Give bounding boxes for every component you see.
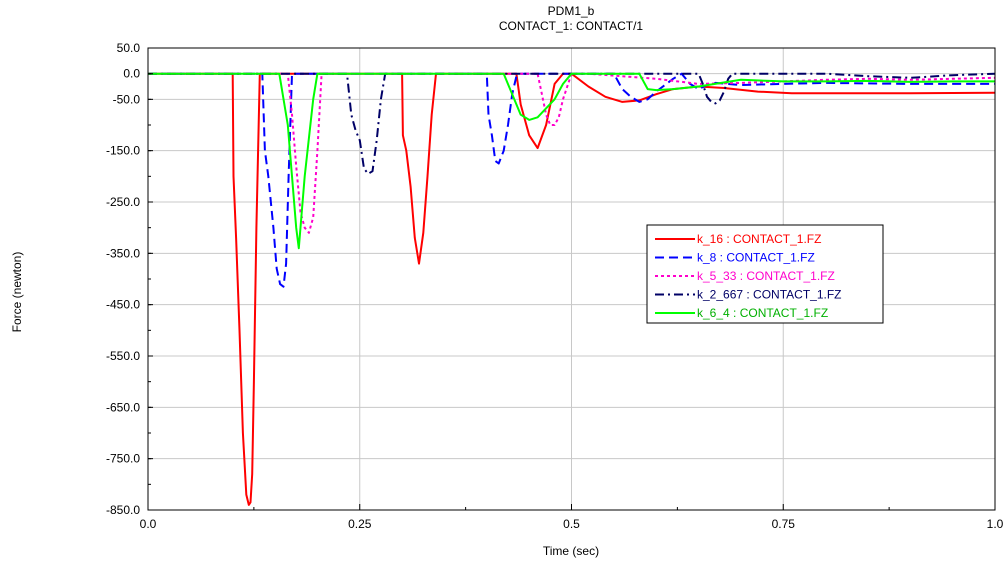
axes: 50.0 0.0 -50.0 -150.0 -250.0 -350.0 -450.0 -550… xyxy=(106,41,1004,531)
y-tick-label: -350.0 xyxy=(106,246,140,260)
y-tick-label: -50.0 xyxy=(113,92,141,106)
y-tick-label: -750.0 xyxy=(106,452,140,466)
legend-label: k_2_667 : CONTACT_1.FZ xyxy=(697,288,842,302)
y-tick-label: -250.0 xyxy=(106,195,140,209)
chart-title: PDM1_b xyxy=(548,4,595,18)
y-tick-label: 0.0 xyxy=(123,67,140,81)
series-line-3 xyxy=(148,72,996,175)
y-tick-label: -450.0 xyxy=(106,298,140,312)
legend-label: k_6_4 : CONTACT_1.FZ xyxy=(697,306,828,320)
legend-label: k_8 : CONTACT_1.FZ xyxy=(697,251,815,265)
y-tick-label: 50.0 xyxy=(117,41,141,55)
x-tick-label: 1.0 xyxy=(987,517,1004,531)
x-tick-label: 0.75 xyxy=(772,517,796,531)
legend: k_16 : CONTACT_1.FZ k_8 : CONTACT_1.FZ k_5… xyxy=(646,224,884,324)
x-tick-label: 0.5 xyxy=(563,517,580,531)
legend-label: k_5_33 : CONTACT_1.FZ xyxy=(697,269,835,283)
series-line-4 xyxy=(148,72,995,250)
x-tick-label: 0.0 xyxy=(140,517,157,531)
legend-box xyxy=(646,224,884,324)
plot-series xyxy=(148,72,996,506)
x-axis-label: Time (sec) xyxy=(543,544,599,558)
y-tick-label: -650.0 xyxy=(106,400,140,414)
y-tick-label: -850.0 xyxy=(106,503,140,517)
y-axis-label: Force (newton) xyxy=(10,252,24,333)
y-tick-label: -150.0 xyxy=(106,144,140,158)
chart-subtitle: CONTACT_1: CONTACT/1 xyxy=(499,19,644,33)
y-tick-label: -550.0 xyxy=(106,349,140,363)
legend-label: k_16 : CONTACT_1.FZ xyxy=(697,232,821,246)
x-tick-label: 0.25 xyxy=(348,517,372,531)
